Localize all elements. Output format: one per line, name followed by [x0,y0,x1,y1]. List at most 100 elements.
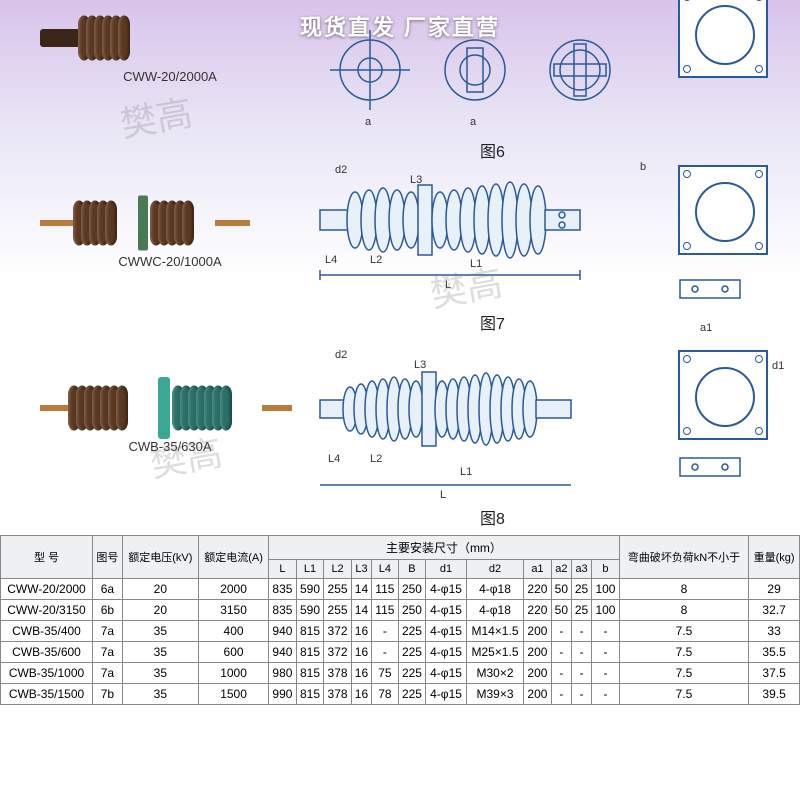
table-cell: 16 [351,684,371,705]
table-cell: M25×1.5 [466,642,523,663]
table-cell: 815 [296,663,324,684]
table-cell: 4-φ15 [426,642,467,663]
table-row: CWB-35/15007b35150099081537816782254-φ15… [1,684,800,705]
fig8-label: 图8 [480,505,505,529]
table-cell: - [372,621,399,642]
table-cell: - [551,621,571,642]
table-cell: 200 [524,663,552,684]
table-cell: 815 [296,642,324,663]
table-cell: 78 [372,684,399,705]
table-cell: 4-φ18 [466,600,523,621]
th-bend: 弯曲破坏负荷kN不小于 [619,536,748,579]
table-cell: 50 [551,600,571,621]
product-row-1: CWW-20/2000A [30,10,310,84]
table-cell: 225 [398,621,426,642]
svg-text:L3: L3 [414,359,426,371]
table-cell: CWB-35/1500 [1,684,93,705]
table-cell: CWW-20/2000 [1,579,93,600]
table-cell: M30×2 [466,663,523,684]
table-cell: 7a [93,642,123,663]
table-cell: 25 [571,600,591,621]
product-image-1: CWW-20/2000A [30,10,310,84]
product-row-3: CWB-35/630A [30,380,310,454]
table-cell: 980 [269,663,297,684]
table-cell: - [372,642,399,663]
table-cell: 6a [93,579,123,600]
table-cell: 35 [122,642,198,663]
table-cell: 100 [592,579,620,600]
svg-text:L: L [445,279,451,291]
table-cell: 378 [324,684,352,705]
table-cell: 200 [524,684,552,705]
diagram-fig6: a ab [330,30,640,135]
table-cell: M39×3 [466,684,523,705]
table-cell: 835 [269,600,297,621]
diagram-fig7: L L1 L2 L4 L3 d2 b [310,155,680,305]
svg-text:a: a [470,116,477,128]
table-cell: 225 [398,684,426,705]
table-cell: 1500 [198,684,268,705]
table-cell: 35 [122,663,198,684]
table-cell: - [551,663,571,684]
th-L: L [269,560,297,579]
table-cell: 255 [324,579,352,600]
fig7-label: 图7 [480,310,505,334]
svg-text:L1: L1 [460,466,472,478]
flange-bot [678,350,768,440]
table-row: CWB-35/10007a35100098081537816752254-φ15… [1,663,800,684]
table-cell: 815 [296,684,324,705]
table-cell: - [571,621,591,642]
table-cell: 400 [198,621,268,642]
th-b: b [592,560,620,579]
th-B: B [398,560,426,579]
th-current: 额定电流(A) [198,536,268,579]
table-cell: 14 [351,579,371,600]
table-cell: 1000 [198,663,268,684]
table-cell: 16 [351,663,371,684]
th-a1: a1 [524,560,552,579]
table-cell: 372 [324,621,352,642]
table-cell: 75 [372,663,399,684]
table-cell: 4-φ18 [466,579,523,600]
table-row: CWB-35/6007a3560094081537216-2254-φ15M25… [1,642,800,663]
table-cell: 6b [93,600,123,621]
table-cell: 7b [93,684,123,705]
watermark: 樊高 [116,84,196,148]
table-cell: 250 [398,579,426,600]
svg-text:L1: L1 [470,258,482,270]
table-cell: 220 [524,579,552,600]
table-cell: 20 [122,600,198,621]
table-cell: 225 [398,663,426,684]
table-cell: 4-φ15 [426,579,467,600]
table-cell: 29 [749,579,800,600]
small-rect-fig7 [660,270,780,315]
table-cell: 220 [524,600,552,621]
table-cell: 8 [619,600,748,621]
table-cell: 372 [324,642,352,663]
table-cell: - [592,642,620,663]
table-cell: 200 [524,621,552,642]
th-L4: L4 [372,560,399,579]
table-row: CWB-35/4007a3540094081537216-2254-φ15M14… [1,621,800,642]
table-cell: 940 [269,642,297,663]
table-cell: - [592,621,620,642]
flange-mid [678,165,768,255]
table-cell: 8 [619,579,748,600]
table-cell: 255 [324,600,352,621]
svg-text:a: a [365,116,372,128]
table-row: CWW-20/31506b203150835590255141152504-φ1… [1,600,800,621]
table-cell: 7.5 [619,642,748,663]
table-cell: 7.5 [619,621,748,642]
table-cell: 7.5 [619,684,748,705]
small-rect-fig8 [660,448,780,493]
table-cell: 200 [524,642,552,663]
table-cell: 25 [571,579,591,600]
table-cell: M14×1.5 [466,621,523,642]
table-cell: 16 [351,621,371,642]
table-cell: 35 [122,621,198,642]
table-cell: 4-φ15 [426,684,467,705]
table-cell: 590 [296,579,324,600]
table-cell: 35 [122,684,198,705]
table-cell: 7a [93,663,123,684]
table-cell: - [592,684,620,705]
